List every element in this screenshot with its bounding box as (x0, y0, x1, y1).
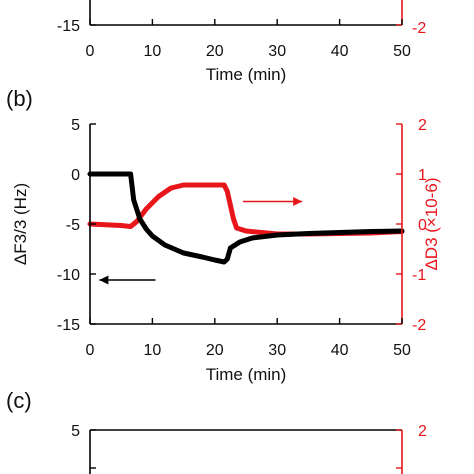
panel-b-right-tick-label: 1 (418, 167, 427, 184)
panel-c: (c) 5 2 (6, 388, 427, 474)
panel-b-left-axis-title: ΔF3/3 (Hz) (11, 183, 30, 265)
panel-b-x-axis-title: Time (min) (206, 365, 287, 384)
panel-b-right-axis-title: ΔD3 (×10-6) (422, 177, 441, 270)
panel-c-right-tick-label: 2 (418, 423, 427, 440)
panel-b-right-tick-label: -1 (412, 267, 426, 284)
panel-b-x-tick-label: 0 (86, 342, 95, 359)
panel-b-right-tick-label: 0 (418, 217, 427, 234)
panel-b-right-tick-label: -2 (412, 317, 426, 334)
panel-b-series (87, 171, 405, 265)
panel-b-right-tick-label: 2 (418, 117, 427, 134)
right-arrow-icon (242, 197, 303, 206)
panel-b-left-tick-label: -5 (66, 217, 80, 234)
panel-a-x-tick-label: 40 (331, 43, 349, 60)
panel-b-left-tick-label: 5 (71, 117, 80, 134)
panel-b-x-tick-label: 10 (144, 342, 162, 359)
left-arrow-icon (99, 275, 156, 285)
panel-c-left-tick-label: 5 (71, 423, 80, 440)
panel-b-left-tick-label: -15 (57, 317, 80, 334)
panel-a: -15 -2 0 10 20 30 40 50 Time (min) (57, 0, 426, 84)
panel-a-x-tick-label: 50 (393, 43, 411, 60)
panel-b-x-tick-label: 50 (393, 342, 411, 359)
panel-a-x-tick-label: 30 (268, 43, 286, 60)
frequency-series-line (87, 171, 405, 265)
panel-b: (b) 5 0 -5 -10 -15 2 1 0 -1 -2 0 10 20 3… (6, 86, 441, 384)
panel-b-left-tick-label: -10 (57, 267, 80, 284)
panel-b-x-tick-label: 20 (206, 342, 224, 359)
panel-a-x-tick-label: 10 (144, 43, 162, 60)
panel-a-left-tick-label: -15 (57, 18, 80, 35)
panel-b-x-tick-label: 30 (268, 342, 286, 359)
panel-b-label: (b) (6, 86, 33, 111)
panel-a-right-tick-label: -2 (412, 20, 426, 37)
panel-b-x-tick-label: 40 (331, 342, 349, 359)
panel-a-x-axis-title: Time (min) (206, 65, 287, 84)
panel-a-x-tick-label: 20 (206, 43, 224, 60)
panel-c-label: (c) (6, 388, 32, 413)
panel-b-left-tick-label: 0 (71, 167, 80, 184)
panel-a-x-tick-label: 0 (86, 43, 95, 60)
